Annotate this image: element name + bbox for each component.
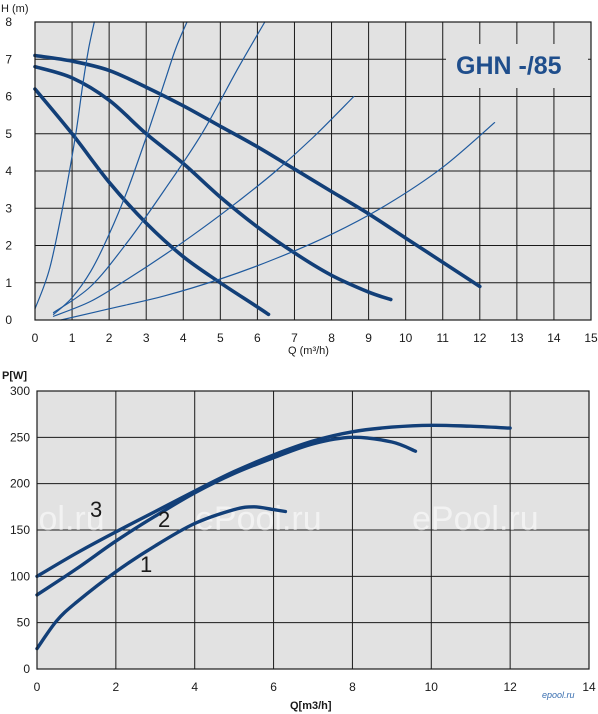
head-curve-2 <box>33 64 393 302</box>
x-tick-label: 8 <box>349 680 356 694</box>
system-curve-7 <box>52 95 355 317</box>
power-x-ticks: 0 2 4 6 8 10 12 14 <box>34 680 596 694</box>
power-grid <box>37 391 589 669</box>
head-x-ticks: 0 1 2 3 4 5 6 7 8 9 10 11 12 13 14 15 <box>32 331 598 345</box>
head-y-ticks: 0 1 2 3 4 5 6 7 8 <box>5 15 12 327</box>
x-tick-label: 5 <box>217 331 224 345</box>
y-tick-label: 5 <box>5 127 12 141</box>
x-tick-label: 11 <box>436 331 449 345</box>
power-y-axis-label: P[W] <box>2 370 27 382</box>
x-tick-label: 0 <box>34 680 41 694</box>
power-y-ticks: 0 50 100 150 200 250 300 <box>10 384 30 676</box>
y-tick-label: 1 <box>5 276 12 290</box>
site-logo: epool.ru <box>542 690 575 700</box>
system-curve-4 <box>34 21 95 310</box>
head-y-axis-label: H (m) <box>1 3 29 15</box>
head-plot-border <box>34 21 592 321</box>
y-tick-label: 8 <box>5 15 12 29</box>
x-tick-label: 12 <box>503 680 517 694</box>
y-tick-label: 100 <box>10 569 30 583</box>
x-tick-label: 14 <box>582 680 596 694</box>
power-x-axis-label: Q[m3/h] <box>290 700 332 712</box>
x-tick-label: 3 <box>143 331 150 345</box>
curve-label-2: 2 <box>158 507 170 532</box>
x-tick-label: 12 <box>473 331 487 345</box>
system-curve-8 <box>60 122 496 321</box>
x-tick-label: 6 <box>270 680 277 694</box>
watermark-text: ePool.ru <box>0 500 105 538</box>
y-tick-label: 7 <box>5 52 12 66</box>
system-curve-5 <box>52 21 188 315</box>
x-tick-label: 1 <box>69 331 76 345</box>
power-curves <box>35 423 512 651</box>
system-curve-6 <box>52 21 266 314</box>
x-tick-label: 10 <box>425 680 439 694</box>
y-tick-label: 250 <box>10 430 30 444</box>
x-tick-label: 8 <box>328 331 335 345</box>
y-tick-label: 300 <box>10 384 30 398</box>
y-tick-label: 2 <box>5 239 12 253</box>
watermark-text: ePool.ru <box>412 500 539 538</box>
power-curve-1 <box>35 505 288 651</box>
head-grid <box>35 22 591 320</box>
power-curve-3 <box>35 423 512 578</box>
curve-label-3: 3 <box>90 497 102 522</box>
y-tick-label: 200 <box>10 477 30 491</box>
y-tick-label: 150 <box>10 523 30 537</box>
x-tick-label: 4 <box>191 680 198 694</box>
y-tick-label: 0 <box>5 313 12 327</box>
x-tick-label: 4 <box>180 331 187 345</box>
x-tick-label: 14 <box>547 331 561 345</box>
power-curve-2 <box>35 435 418 597</box>
head-x-axis-label: Q (m³/h) <box>288 345 329 357</box>
curve-label-1: 1 <box>140 552 152 577</box>
x-tick-label: 9 <box>365 331 372 345</box>
power-plot-border <box>36 390 590 670</box>
x-tick-label: 10 <box>399 331 413 345</box>
x-tick-label: 6 <box>254 331 261 345</box>
x-tick-label: 13 <box>510 331 524 345</box>
x-tick-label: 7 <box>291 331 298 345</box>
y-tick-label: 0 <box>23 662 30 676</box>
title-backdrop <box>446 44 588 88</box>
chart-title: GHN -/85 <box>456 52 562 80</box>
y-tick-label: 50 <box>17 616 31 630</box>
x-tick-label: 15 <box>584 331 598 345</box>
x-tick-label: 0 <box>32 331 39 345</box>
y-tick-label: 6 <box>5 90 12 104</box>
head-curve-3 <box>33 53 482 289</box>
y-tick-label: 4 <box>5 164 12 178</box>
head-curves <box>33 21 496 321</box>
x-tick-label: 2 <box>113 680 120 694</box>
x-tick-label: 2 <box>106 331 113 345</box>
y-tick-label: 3 <box>5 201 12 215</box>
